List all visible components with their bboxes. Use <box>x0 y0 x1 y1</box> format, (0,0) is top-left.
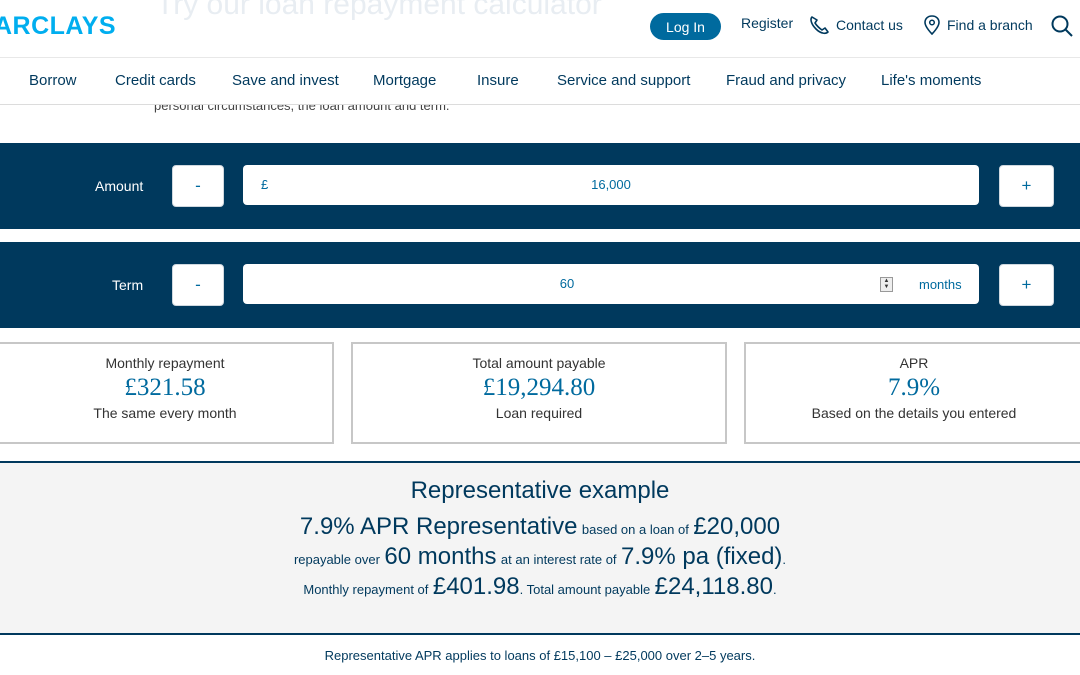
rep-apr: 7.9% APR Representative <box>299 513 578 540</box>
register-link[interactable]: Register <box>741 15 793 31</box>
rep-interest-text: at an interest rate of <box>500 552 617 567</box>
total-payable-card: Total amount payable £19,294.80 Loan req… <box>351 342 727 444</box>
card-label: Monthly repayment <box>105 355 225 371</box>
rep-loan: £20,000 <box>693 513 781 540</box>
rep-term: 60 months <box>384 543 497 570</box>
nav-service-and-support[interactable]: Service and support <box>557 72 691 89</box>
nav-borrow[interactable]: Borrow <box>29 72 77 89</box>
nav-fraud-and-privacy[interactable]: Fraud and privacy <box>726 72 847 89</box>
nav-lifes-moments[interactable]: Life's moments <box>881 72 982 89</box>
term-input[interactable]: 60 ▲ ▼ months <box>243 264 979 304</box>
amount-decrease-button[interactable]: - <box>172 165 224 207</box>
amount-increase-button[interactable]: + <box>999 165 1054 207</box>
rep-based-on: based on a loan of <box>581 522 689 537</box>
card-note: Based on the details you entered <box>811 405 1017 421</box>
apr-card: APR 7.9% Based on the details you entere… <box>744 342 1080 444</box>
page-heading-behind: Try our loan repayment calculator <box>156 0 602 21</box>
rep-dot: . <box>782 552 787 567</box>
card-value: 7.9% <box>887 374 941 401</box>
currency-symbol: £ <box>261 177 269 192</box>
rep-line-3: Monthly repayment of £401.98. Total amou… <box>0 573 1080 601</box>
nav-mortgage[interactable]: Mortgage <box>373 72 437 89</box>
rep-repayable: repayable over <box>293 552 380 567</box>
login-button[interactable]: Log In <box>650 13 721 40</box>
contact-us-link[interactable]: Contact us <box>808 15 903 35</box>
rep-dot: . <box>772 582 777 597</box>
location-pin-icon <box>923 15 941 35</box>
rep-monthly: £401.98 <box>432 573 520 600</box>
representative-example: Representative example 7.9% APR Represen… <box>0 461 1080 635</box>
rep-rate: 7.9% pa (fixed) <box>621 543 783 570</box>
term-value: 60 <box>559 276 575 291</box>
card-value: £321.58 <box>124 374 206 401</box>
rep-total: £24,118.80 <box>654 573 773 600</box>
representative-apr-footnote: Representative APR applies to loans of £… <box>324 648 756 663</box>
spinner-arrows-icon[interactable]: ▲ ▼ <box>880 277 893 292</box>
rep-total-text: . Total amount payable <box>519 582 651 597</box>
nav-credit-cards[interactable]: Credit cards <box>115 72 196 89</box>
card-note: The same every month <box>93 405 237 421</box>
card-label: Total amount payable <box>472 355 606 371</box>
register-label: Register <box>741 15 794 31</box>
main-navigation: Borrow Credit cards Save and invest Mort… <box>0 57 1080 105</box>
representative-title: Representative example <box>410 477 670 504</box>
nav-insure[interactable]: Insure <box>477 72 519 89</box>
card-note: Loan required <box>495 405 583 421</box>
monthly-repayment-card: Monthly repayment £321.58 The same every… <box>0 342 334 444</box>
rep-monthly-text: Monthly repayment of <box>303 582 429 597</box>
rep-line-2: repayable over 60 months at an interest … <box>0 543 1080 571</box>
phone-icon <box>808 15 830 35</box>
nav-save-and-invest[interactable]: Save and invest <box>232 72 339 89</box>
find-branch-link[interactable]: Find a branch <box>923 15 1033 35</box>
top-header: Try our loan repayment calculator ARCLAY… <box>0 0 1080 57</box>
term-unit: months <box>919 277 962 292</box>
rep-line-1: 7.9% APR Representative based on a loan … <box>0 513 1080 541</box>
contact-us-label: Contact us <box>836 17 903 33</box>
term-label: Term <box>112 277 144 293</box>
card-label: APR <box>899 355 929 371</box>
amount-band: Amount - £ 16,000 + <box>0 143 1080 229</box>
amount-value: 16,000 <box>591 177 631 192</box>
find-branch-label: Find a branch <box>947 17 1033 33</box>
barclays-logo[interactable]: ARCLAYS <box>0 12 117 40</box>
amount-label: Amount <box>95 178 144 194</box>
card-value: £19,294.80 <box>482 374 596 401</box>
term-decrease-button[interactable]: - <box>172 264 224 306</box>
term-band: Term - 60 ▲ ▼ months + <box>0 242 1080 328</box>
amount-input[interactable]: £ 16,000 <box>243 165 979 205</box>
search-icon[interactable] <box>1050 14 1074 43</box>
term-increase-button[interactable]: + <box>999 264 1054 306</box>
